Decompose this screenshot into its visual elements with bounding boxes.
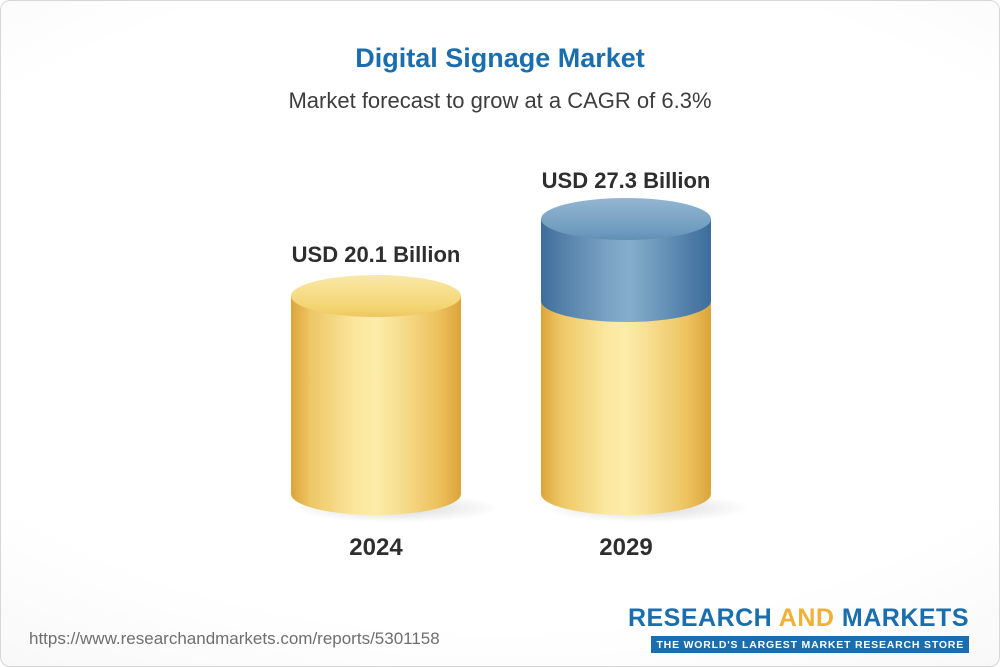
cylinder-top-blue bbox=[541, 198, 711, 240]
bar-cylinder-2024 bbox=[291, 275, 461, 515]
bar-cylinder-2029 bbox=[541, 198, 711, 515]
axis-label-2029: 2029 bbox=[599, 534, 653, 561]
report-url: https://www.researchandmarkets.com/repor… bbox=[29, 629, 440, 648]
logo-word-and: AND bbox=[778, 604, 835, 632]
axis-label-2024: 2024 bbox=[349, 534, 403, 561]
logo-word-research: RESEARCH bbox=[627, 604, 773, 632]
logo-tagline: THE WORLD'S LARGEST MARKET RESEARCH STOR… bbox=[651, 636, 969, 653]
chart-subtitle: Market forecast to grow at a CAGR of 6.3… bbox=[288, 88, 712, 113]
cylinder-top-yellow bbox=[291, 275, 461, 317]
logo-wordmark: RESEARCH AND MARKETS bbox=[628, 604, 969, 633]
cylinder-body-yellow bbox=[291, 296, 461, 515]
research-and-markets-logo: RESEARCH AND MARKETS THE WORLD'S LARGEST… bbox=[628, 604, 969, 653]
logo-word-markets: MARKETS bbox=[841, 604, 969, 632]
cylinder-body-yellow bbox=[541, 298, 711, 515]
chart-title: Digital Signage Market bbox=[355, 43, 645, 73]
bar-value-label-2029: USD 27.3 Billion bbox=[541, 168, 711, 193]
bar-value-label-2024: USD 20.1 Billion bbox=[291, 242, 461, 267]
